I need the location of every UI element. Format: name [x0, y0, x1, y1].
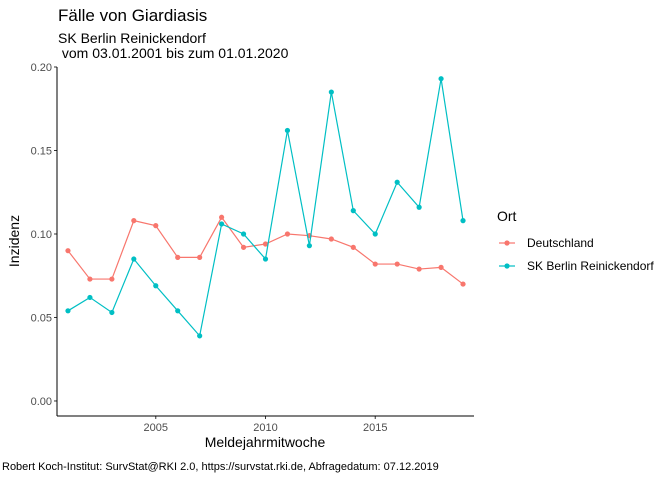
x-tick-label: 2015: [363, 422, 387, 434]
data-point-sk-berlin-reinickendorf: [284, 127, 291, 134]
data-point-sk-berlin-reinickendorf: [460, 218, 466, 224]
data-point-sk-berlin-reinickendorf: [197, 333, 203, 339]
y-tick-label: 0.00: [31, 396, 52, 408]
legend: Ort Deutschland SK Berlin Reinickendorf: [497, 208, 654, 273]
chart-subtitle-line1: SK Berlin Reinickendorf: [58, 30, 206, 46]
legend-label-deutschland: Deutschland: [527, 236, 594, 250]
series-line-sk-berlin-reinickendorf: [67, 78, 464, 338]
data-point-deutschland: [438, 264, 444, 270]
data-point-deutschland: [460, 281, 466, 287]
y-tick-label: 0.15: [31, 145, 52, 157]
data-point-deutschland: [65, 248, 71, 254]
x-axis-title: Meldejahrmitwoche: [205, 434, 326, 450]
data-point-deutschland: [87, 276, 93, 282]
data-point-sk-berlin-reinickendorf: [416, 204, 422, 210]
data-point-sk-berlin-reinickendorf: [262, 256, 269, 262]
data-point-deutschland: [372, 261, 378, 267]
data-point-deutschland: [175, 254, 181, 260]
data-point-deutschland: [284, 231, 291, 237]
data-point-sk-berlin-reinickendorf: [306, 243, 312, 249]
y-axis-title: Inzidenz: [6, 215, 22, 267]
y-tick-label: 0.10: [31, 229, 52, 241]
data-point-sk-berlin-reinickendorf: [131, 256, 137, 262]
data-point-deutschland: [197, 254, 203, 260]
data-point-deutschland: [131, 218, 137, 224]
y-axis-ticks: 0.00 0.05 0.10 0.15 0.20: [31, 62, 57, 408]
data-point-sk-berlin-reinickendorf: [394, 179, 400, 185]
legend-title: Ort: [497, 208, 517, 224]
x-axis-ticks: 2005 2010 2015: [144, 416, 387, 434]
data-point-sk-berlin-reinickendorf: [328, 89, 334, 95]
series-layer: [65, 76, 466, 339]
data-point-deutschland: [262, 241, 269, 247]
data-point-deutschland: [394, 261, 400, 267]
data-point-sk-berlin-reinickendorf: [153, 283, 159, 289]
data-point-deutschland: [240, 244, 247, 250]
data-point-sk-berlin-reinickendorf: [175, 308, 181, 314]
data-point-sk-berlin-reinickendorf: [372, 231, 378, 237]
data-point-deutschland: [416, 266, 422, 272]
data-point-deutschland: [109, 276, 115, 282]
data-point-deutschland: [350, 244, 356, 250]
data-point-sk-berlin-reinickendorf: [438, 76, 444, 82]
legend-key-point-deutschland: [504, 240, 510, 246]
data-point-deutschland: [219, 214, 225, 220]
data-point-sk-berlin-reinickendorf: [65, 308, 71, 314]
chart-caption: Robert Koch-Institut: SurvStat@RKI 2.0, …: [2, 461, 439, 473]
chart-subtitle-line2: vom 03.01.2001 bis zum 01.01.2020: [58, 45, 289, 61]
data-point-sk-berlin-reinickendorf: [109, 309, 115, 316]
data-point-sk-berlin-reinickendorf: [350, 208, 356, 214]
data-point-sk-berlin-reinickendorf: [240, 231, 247, 237]
chart-title: Fälle von Giardiasis: [58, 6, 207, 25]
data-point-deutschland: [153, 223, 159, 229]
x-tick-label: 2005: [144, 422, 168, 434]
x-tick-label: 2010: [253, 422, 277, 434]
data-point-sk-berlin-reinickendorf: [219, 221, 225, 227]
data-point-sk-berlin-reinickendorf: [87, 294, 93, 301]
data-point-deutschland: [328, 236, 334, 242]
legend-key-point-sk-berlin-reinickendorf: [504, 263, 510, 269]
y-tick-label: 0.05: [31, 312, 52, 324]
y-tick-label: 0.20: [31, 62, 52, 74]
legend-label-sk-berlin-reinickendorf: SK Berlin Reinickendorf: [527, 259, 654, 273]
